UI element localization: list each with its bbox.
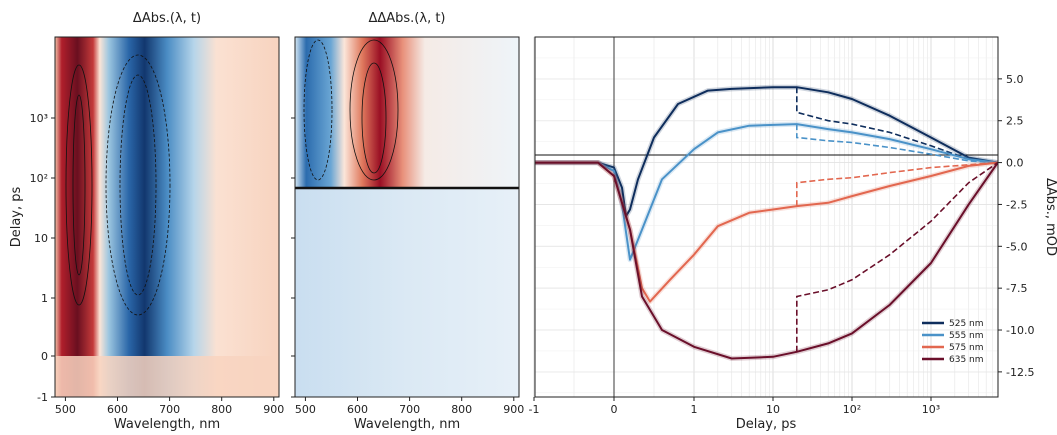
x-tick-label: 900 [263, 403, 284, 416]
y-tick-label: -5.0 [1006, 240, 1027, 253]
left-positive-contour-inner [72, 94, 86, 276]
middle-heatmap-upper [295, 37, 519, 188]
legend-label: 575 nm [949, 343, 984, 353]
middle-positive-contour [349, 39, 399, 181]
middle-positive-contour-inner [361, 62, 387, 174]
x-tick-label: -1 [529, 403, 540, 416]
middle-panel-frame [294, 36, 520, 398]
y-tick-label: 5.0 [1006, 73, 1024, 86]
series-line-555-nm [535, 123, 998, 261]
kinetics-axis-ticks: -1 0 1 10 10² 10³ 5.0 2.5 0.0 -2.5 -5.0 -7.5 -10.0 -1… [529, 73, 1035, 416]
x-tick-label: 0 [611, 403, 618, 416]
kinetics-x-axis-label: Delay, ps [736, 417, 797, 432]
x-tick-label: 500 [295, 403, 316, 416]
y-tick-label: 10 [34, 232, 48, 245]
legend-label: 525 nm [949, 319, 984, 329]
x-tick-label: 600 [107, 403, 128, 416]
middle-heatmap-lower [295, 188, 519, 397]
kinetics-series [535, 84, 998, 361]
series-dashed-575-nm [796, 161, 998, 207]
left-positive-contour [65, 64, 93, 306]
y-tick-label: 0.0 [1006, 157, 1024, 170]
series-line-525-nm [535, 86, 998, 218]
left-panel-frame [54, 36, 280, 398]
series-dashed-555-nm [796, 124, 998, 164]
legend-label: 635 nm [949, 355, 984, 365]
left-negative-contour [105, 54, 171, 316]
x-tick-label: 800 [451, 403, 472, 416]
y-tick-label: -7.5 [1006, 282, 1027, 295]
middle-axis-ticks: 500 600 700 800 900 [291, 117, 524, 416]
x-tick-label: 600 [347, 403, 368, 416]
kinetics-plot-area [535, 37, 998, 397]
kinetics-legend: 525 nm 555 nm 575 nm 635 nm [922, 319, 984, 365]
x-tick-label: 700 [399, 403, 420, 416]
y-tick-label: 2.5 [1006, 115, 1024, 128]
y-tick-label: 10³ [30, 112, 48, 125]
y-tick-label: -10.0 [1006, 324, 1034, 337]
panel-middle-heatmap: ΔΔAbs.(λ, t) Wavelength, nm 500 600 700 800… [291, 11, 524, 432]
left-panel-title: ΔAbs.(λ, t) [133, 11, 201, 26]
x-tick-label: 10 [766, 403, 780, 416]
x-tick-label: 900 [503, 403, 524, 416]
left-x-axis-label: Wavelength, nm [114, 417, 220, 432]
panel-kinetics: -1 0 1 10 10² 10³ 5.0 2.5 0.0 -2.5 -5.0 -7.5 -10.0 -1… [529, 36, 1057, 432]
left-heatmap-field [55, 37, 279, 397]
left-axis-ticks: 500 600 700 800 900 -1 0 1 10 10² 10³ [30, 112, 285, 416]
y-tick-label: -2.5 [1006, 198, 1027, 211]
left-negative-contour-inner [119, 74, 157, 296]
left-heatmap-pre-zero [55, 356, 279, 397]
kinetics-grid [533, 37, 999, 397]
y-tick-label: -1 [37, 391, 48, 404]
series-dashed-635-nm [796, 161, 998, 352]
panel-left-heatmap: ΔAbs.(λ, t) Delay, ps Wavelength, nm 500… [9, 11, 284, 432]
y-tick-label: 1 [41, 292, 48, 305]
y-tick-label: -12.5 [1006, 366, 1034, 379]
series-line-635-nm [535, 161, 998, 360]
x-tick-label: 500 [55, 403, 76, 416]
middle-negative-contour [303, 39, 333, 181]
left-y-axis-label: Delay, ps [9, 186, 24, 247]
x-tick-label: 10³ [922, 403, 940, 416]
legend-label: 555 nm [949, 331, 984, 341]
y-tick-label: 0 [41, 350, 48, 363]
x-tick-label: 700 [159, 403, 180, 416]
kinetics-frame [534, 36, 999, 398]
series-dashed-525-nm [796, 87, 998, 164]
y-tick-label: 10² [30, 172, 48, 185]
x-tick-label: 10² [843, 403, 861, 416]
middle-x-axis-label: Wavelength, nm [354, 417, 460, 432]
middle-panel-title: ΔΔAbs.(λ, t) [368, 11, 445, 26]
kinetics-y-axis-label: ΔAbs., mOD [1043, 178, 1057, 256]
x-tick-label: 1 [691, 403, 698, 416]
x-tick-label: 800 [211, 403, 232, 416]
